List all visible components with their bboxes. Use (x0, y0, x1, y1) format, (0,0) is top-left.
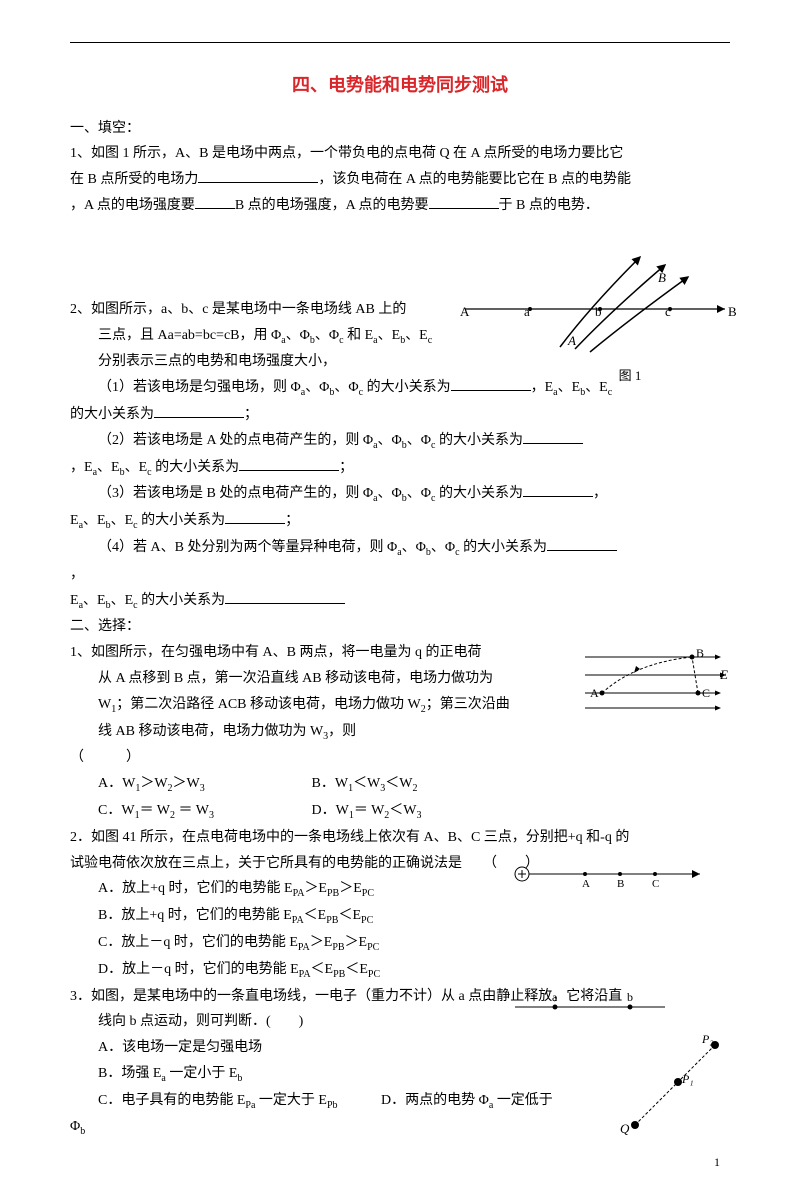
label-a: a (524, 301, 530, 323)
q2-7b: ； (339, 460, 353, 475)
figure-line-ab: A a b c B (460, 294, 740, 333)
q2-8b: ， (593, 486, 607, 501)
svg-text:P₂: P₂ (701, 1035, 714, 1046)
q1-line1: 1、如图 1 所示，A、B 是电场中两点，一个带负电的点电荷 Q 在 A 点所受… (70, 142, 730, 166)
uniform-field-icon: A B C E (580, 645, 730, 715)
blank (429, 194, 499, 209)
blank (225, 509, 285, 524)
blank (195, 194, 235, 209)
q1-l3a: ，A 点的电场强度要 (70, 198, 195, 213)
svg-text:C: C (702, 686, 710, 700)
figure-qp: Q P₁ P₂ (620, 1035, 730, 1144)
q2-l6: （2）若该电场是 A 处的点电荷产生的，则 Φa、Φb、Φc 的大小关系为 (70, 429, 730, 454)
q2-block: A a b c B 2、如图所示，a、b、c 是某电场中一条电场线 AB 上的 … (70, 298, 730, 614)
q2-l3: 分别表示三点的电势和电场强度大小， (70, 350, 730, 374)
qp-icon: Q P₁ P₂ (620, 1035, 730, 1135)
s2-c: C．放上－q 时，它们的电势能 EPA＞EPB＞EPC (70, 931, 730, 956)
label-b: b (595, 301, 602, 323)
q2-l8: （3）若该电场是 B 处的点电荷产生的，则 Φa、Φb、Φc 的大小关系为， (70, 482, 730, 507)
label-A: A (460, 301, 469, 323)
label-B: B (658, 270, 666, 285)
content: 一、填空： 1、如图 1 所示，A、B 是电场中两点，一个带负电的点电荷 Q 在… (70, 117, 730, 1141)
q2-l5: 的大小关系为； (70, 403, 730, 427)
q2-l4: （1）若该电场是匀强电场，则 Φa、Φb、Φc 的大小关系为，Ea、Eb、Ec (70, 376, 730, 401)
q1-l3c: 于 B 点的电势． (499, 198, 599, 213)
svg-text:A: A (590, 686, 599, 700)
blank (547, 536, 617, 551)
svg-text:C: C (652, 878, 659, 888)
blank (451, 376, 531, 391)
s2-d: D．放上－q 时，它们的电势能 EPA＜EPB＜EPC (70, 958, 730, 983)
s1-opts-2: C．W1＝ W2 ＝ W3 D．W1＝ W2＜W3 (70, 799, 730, 824)
s1-opts-1: A．W1＞W2＞W3 B．W1＜W3＜W2 (70, 772, 730, 797)
blank (198, 168, 318, 183)
q2-5: 的大小关系为 (70, 407, 154, 422)
page-title: 四、电势能和电势同步测试 (70, 70, 730, 101)
blank (225, 589, 345, 604)
s2-b: B．放上+q 时，它们的电势能 EPA＜EPB＜EPC (70, 904, 730, 929)
figure-charge-line: A B C (510, 862, 710, 897)
top-rule (70, 42, 730, 43)
svg-text:A: A (582, 878, 590, 888)
svg-text:B: B (696, 646, 704, 660)
figure-uniform-field: A B C E (580, 645, 730, 724)
section-1-head: 一、填空： (70, 117, 730, 141)
label-B: B (728, 301, 737, 323)
blank (523, 429, 583, 444)
svg-text:E: E (719, 667, 728, 682)
s3-block: a b Q P₁ P₂ 3．如图，是某电场中的一条直电场线，一电子（重力不计）从… (70, 985, 730, 1141)
s1-l5: （ ） (70, 746, 730, 770)
q2-l9: Ea、Eb、Ec 的大小关系为； (70, 509, 730, 534)
blank (523, 482, 593, 497)
charge-line-icon: A B C (510, 862, 710, 888)
svg-text:a: a (552, 990, 558, 1004)
figure-ab-line: a b (510, 989, 670, 1026)
blank (239, 456, 339, 471)
svg-text:B: B (617, 878, 624, 888)
label-c: c (665, 301, 671, 323)
ab-line-icon: a b (510, 989, 670, 1017)
svg-text:P₁: P₁ (681, 1072, 694, 1086)
q2-l11: Ea、Eb、Ec 的大小关系为 (70, 589, 730, 614)
q2-l7: ，Ea、Eb、Ec 的大小关系为； (70, 456, 730, 481)
q1-line3: ，A 点的电场强度要 B 点的电场强度，A 点的电势要 于 B 点的电势． (70, 194, 730, 218)
svg-text:b: b (627, 990, 633, 1004)
q1-l3b: B 点的电场强度，A 点的电势要 (235, 198, 429, 213)
blank (154, 403, 244, 418)
q1-l2b: ，该负电荷在 A 点的电势能要比它在 B 点的电势能 (318, 172, 631, 187)
q1-line2: 在 B 点所受的电场力 ，该负电荷在 A 点的电势能要比它在 B 点的电势能 (70, 168, 730, 192)
q2-9b: ； (285, 513, 299, 528)
section-2-head: 二、选择： (70, 615, 730, 639)
page-number: 1 (714, 1152, 720, 1172)
svg-text:Q: Q (620, 1121, 630, 1135)
q2-l10: （4）若 A、B 处分别为两个等量异种电荷，则 Φa、Φb、Φc 的大小关系为 (70, 536, 730, 561)
q2-l10b: ， (70, 563, 730, 587)
q1-l2a: 在 B 点所受的电场力 (70, 172, 198, 187)
s1-block: A B C E 1、如图所示，在匀强电场中有 A、B 两点，将一电量为 q 的正… (70, 641, 730, 824)
s2-block: A B C 2．如图 41 所示，在点电荷电场中的一条电场线上依次有 A、B、C… (70, 826, 730, 983)
s2-l1: 2．如图 41 所示，在点电荷电场中的一条电场线上依次有 A、B、C 三点，分别… (70, 826, 730, 850)
